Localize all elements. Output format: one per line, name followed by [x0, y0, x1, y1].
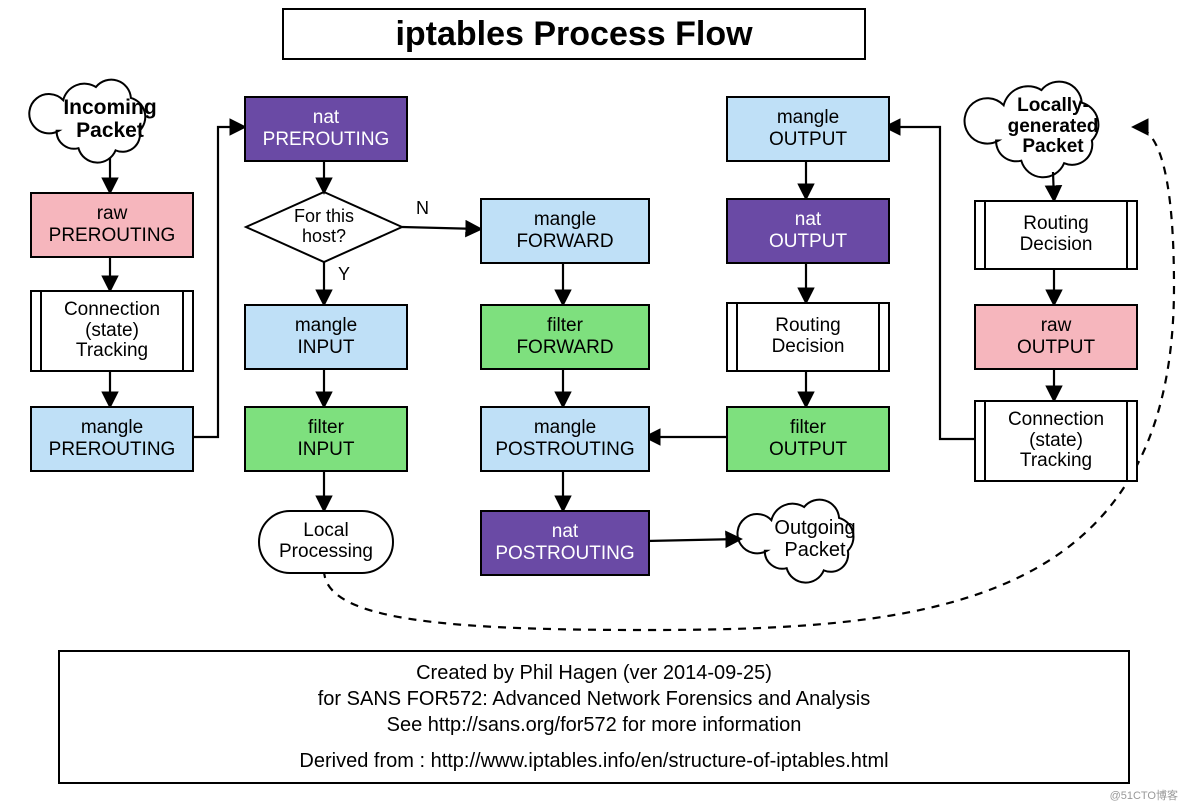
- node-routing_decision_r-line1: Routing: [1023, 214, 1089, 235]
- footer-line-4: Derived from : http://www.iptables.info/…: [299, 748, 888, 774]
- node-filter_forward-line1: filter: [547, 315, 583, 337]
- node-outgoing_packet-line2: Packet: [784, 539, 845, 561]
- node-routing_decision_c: RoutingDecision: [726, 302, 890, 372]
- node-conn_tracking_r-line1: Connection: [1008, 410, 1104, 431]
- node-mangle_prerouting-line1: mangle: [81, 417, 143, 439]
- node-mangle_forward-line1: mangle: [534, 209, 596, 231]
- node-mangle_prerouting: manglePREROUTING: [30, 406, 194, 472]
- node-decision-line2: host?: [302, 226, 346, 246]
- node-raw_prerouting: rawPREROUTING: [30, 192, 194, 258]
- diagram-title: iptables Process Flow: [282, 8, 866, 60]
- node-filter_input-line2: INPUT: [298, 439, 355, 461]
- node-nat_prerouting-line2: PREROUTING: [263, 129, 390, 151]
- node-mangle_forward: mangleFORWARD: [480, 198, 650, 264]
- node-incoming_packet-line2: Packet: [76, 119, 144, 142]
- node-filter_input: filterINPUT: [244, 406, 408, 472]
- node-nat_prerouting-line1: nat: [313, 107, 339, 129]
- diagram-title-text: iptables Process Flow: [395, 15, 752, 54]
- node-conn_tracking_l-line2: (state): [85, 321, 139, 342]
- node-mangle_input-line1: mangle: [295, 315, 357, 337]
- node-raw_output-line1: raw: [1041, 315, 1072, 337]
- node-raw_prerouting-line2: PREROUTING: [49, 225, 176, 247]
- node-outgoing_packet-line1: Outgoing: [774, 517, 855, 539]
- node-conn_tracking_r-line2: (state): [1029, 431, 1083, 452]
- node-decision-line1: For this: [294, 206, 354, 226]
- edge: [1053, 172, 1054, 200]
- node-mangle_postrouting-line2: POSTROUTING: [495, 439, 634, 461]
- node-mangle_input-line2: INPUT: [298, 337, 355, 359]
- node-routing_decision_r: RoutingDecision: [974, 200, 1138, 270]
- node-mangle_prerouting-line2: PREROUTING: [49, 439, 176, 461]
- node-filter_input-line1: filter: [308, 417, 344, 439]
- node-mangle_input: mangleINPUT: [244, 304, 408, 370]
- edge: [646, 539, 740, 541]
- node-mangle_postrouting-line1: mangle: [534, 417, 596, 439]
- node-raw_output-line2: OUTPUT: [1017, 337, 1095, 359]
- node-local_processing: LocalProcessing: [258, 510, 394, 574]
- node-routing_decision_r-line2: Decision: [1020, 235, 1093, 256]
- node-nat_postrouting: natPOSTROUTING: [480, 510, 650, 576]
- footer-line-2: See http://sans.org/for572 for more info…: [387, 712, 802, 738]
- node-conn_tracking_l-line1: Connection: [64, 300, 160, 321]
- node-local_gen_packet-line1: Locally-: [1017, 96, 1089, 117]
- node-conn_tracking_r-line3: Tracking: [1020, 451, 1092, 472]
- node-conn_tracking_l-line3: Tracking: [76, 341, 148, 362]
- node-nat_postrouting-line1: nat: [552, 521, 578, 543]
- decision-label-yes: Y: [338, 264, 350, 285]
- node-decision: For thishost?: [246, 192, 402, 262]
- node-filter_output-line2: OUTPUT: [769, 439, 847, 461]
- node-local_processing-line1: Local: [303, 521, 348, 542]
- node-routing_decision_c-line1: Routing: [775, 316, 841, 337]
- decision-label-no: N: [416, 198, 429, 219]
- edge: [190, 127, 244, 437]
- watermark-text: @51CTO博客: [1110, 787, 1178, 803]
- node-local_gen_packet: Locally-generatedPacket: [968, 82, 1138, 172]
- edge: [886, 127, 974, 439]
- node-outgoing_packet: OutgoingPacket: [740, 500, 890, 578]
- node-mangle_output-line1: mangle: [777, 107, 839, 129]
- node-mangle_postrouting: manglePOSTROUTING: [480, 406, 650, 472]
- node-filter_forward-line2: FORWARD: [516, 337, 613, 359]
- node-local_gen_packet-line2: generated: [1008, 117, 1099, 138]
- node-local_gen_packet-line3: Packet: [1022, 137, 1083, 158]
- node-filter_output: filterOUTPUT: [726, 406, 890, 472]
- node-routing_decision_c-line2: Decision: [772, 337, 845, 358]
- node-filter_output-line1: filter: [790, 417, 826, 439]
- node-mangle_output-line2: OUTPUT: [769, 129, 847, 151]
- node-nat_output: natOUTPUT: [726, 198, 890, 264]
- node-conn_tracking_r: Connection(state)Tracking: [974, 400, 1138, 482]
- diagram-stage: iptables Process Flow IncomingPacketrawP…: [0, 0, 1184, 807]
- node-mangle_forward-line2: FORWARD: [516, 231, 613, 253]
- edge: [402, 227, 480, 229]
- node-nat_postrouting-line2: POSTROUTING: [495, 543, 634, 565]
- node-filter_forward: filterFORWARD: [480, 304, 650, 370]
- node-incoming_packet: IncomingPacket: [30, 80, 190, 158]
- node-mangle_output: mangleOUTPUT: [726, 96, 890, 162]
- node-nat_prerouting: natPREROUTING: [244, 96, 408, 162]
- node-raw_prerouting-line1: raw: [97, 203, 128, 225]
- node-conn_tracking_l: Connection(state)Tracking: [30, 290, 194, 372]
- node-local_processing-line2: Processing: [279, 542, 373, 563]
- footer-box: Created by Phil Hagen (ver 2014-09-25)fo…: [58, 650, 1130, 784]
- node-nat_output-line1: nat: [795, 209, 821, 231]
- footer-line-1: for SANS FOR572: Advanced Network Forens…: [318, 686, 870, 712]
- footer-line-0: Created by Phil Hagen (ver 2014-09-25): [416, 660, 772, 686]
- node-raw_output: rawOUTPUT: [974, 304, 1138, 370]
- node-nat_output-line2: OUTPUT: [769, 231, 847, 253]
- node-incoming_packet-line1: Incoming: [63, 96, 156, 119]
